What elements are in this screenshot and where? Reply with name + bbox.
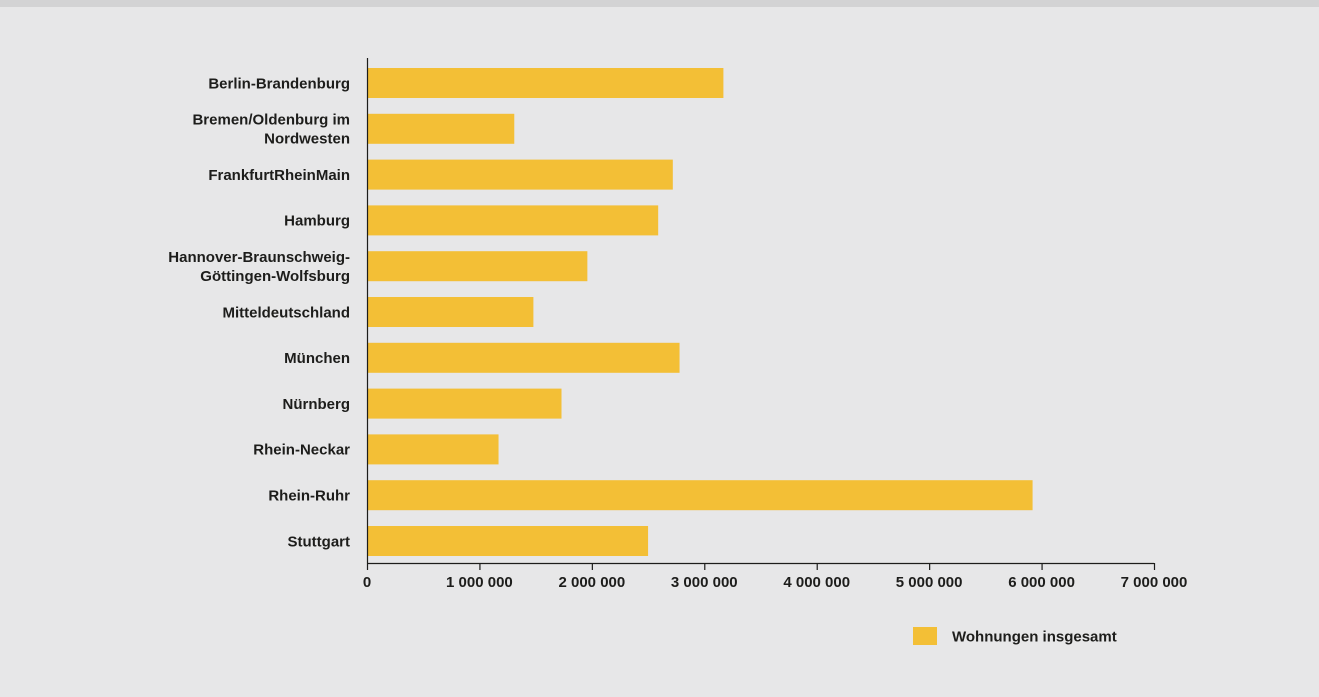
bar-nuernberg (367, 388, 562, 419)
category-label-rhein-neckar: Rhein-Neckar (253, 442, 350, 459)
bar-stuttgart (367, 526, 649, 556)
top-band (0, 0, 1319, 7)
bars-layer (367, 68, 1033, 556)
legend: Wohnungen insgesamt (913, 627, 1117, 645)
x-tick-label: 3 000 000 (671, 574, 738, 591)
bar-rhein-ruhr (367, 480, 1033, 511)
category-label-frankfurtrheinmain: FrankfurtRheinMain (208, 167, 350, 184)
category-label-berlin-brandenburg: Berlin-Brandenburg (208, 75, 350, 92)
x-tick-label: 4 000 000 (783, 574, 850, 591)
legend-label: Wohnungen insgesamt (952, 628, 1117, 645)
bar-frankfurtrheinmain (367, 159, 673, 190)
bar-muenchen (367, 342, 680, 373)
x-tick-label: 7 000 000 (1121, 574, 1188, 591)
x-tick-label: 1 000 000 (446, 574, 513, 591)
bar-berlin-brandenburg (367, 68, 724, 98)
bar-mitteldeutschland (367, 297, 534, 327)
category-labels: Berlin-Brandenburg Bremen/Oldenburg im Nor… (168, 75, 350, 550)
x-tick-label: 6 000 000 (1008, 574, 1075, 591)
legend-swatch (913, 627, 937, 645)
category-label-nuernberg: Nürnberg (283, 396, 351, 413)
category-label-hamburg: Hamburg (284, 213, 350, 230)
bar-bremen-oldenburg-im-nordwesten (367, 113, 515, 144)
x-axis-ticks: 0 1 000 000 2 000 000 3 000 000 4 000 000 5 0… (363, 563, 1188, 591)
bar-rhein-neckar (367, 434, 499, 465)
axes (366, 58, 1154, 565)
category-label-rhein-ruhr: Rhein-Ruhr (268, 487, 350, 504)
category-label-mitteldeutschland: Mitteldeutschland (222, 304, 350, 321)
category-label-stuttgart: Stuttgart (288, 533, 351, 550)
x-tick-label: 2 000 000 (558, 574, 625, 591)
category-label-hannover-braunschweig-goettingen-wolfsburg: Hannover-Braunschweig-Göttingen-Wolfsbur… (168, 249, 350, 285)
category-label-bremen-oldenburg-im-nordwesten: Bremen/Oldenburg im Nordwesten (192, 112, 350, 148)
bar-hamburg (367, 205, 659, 236)
x-tick-label: 5 000 000 (896, 574, 963, 591)
bar-hannover-braunschweig-goettingen-wolfsburg (367, 251, 588, 282)
category-label-muenchen: München (284, 350, 350, 367)
x-tick-label: 0 (363, 574, 371, 591)
